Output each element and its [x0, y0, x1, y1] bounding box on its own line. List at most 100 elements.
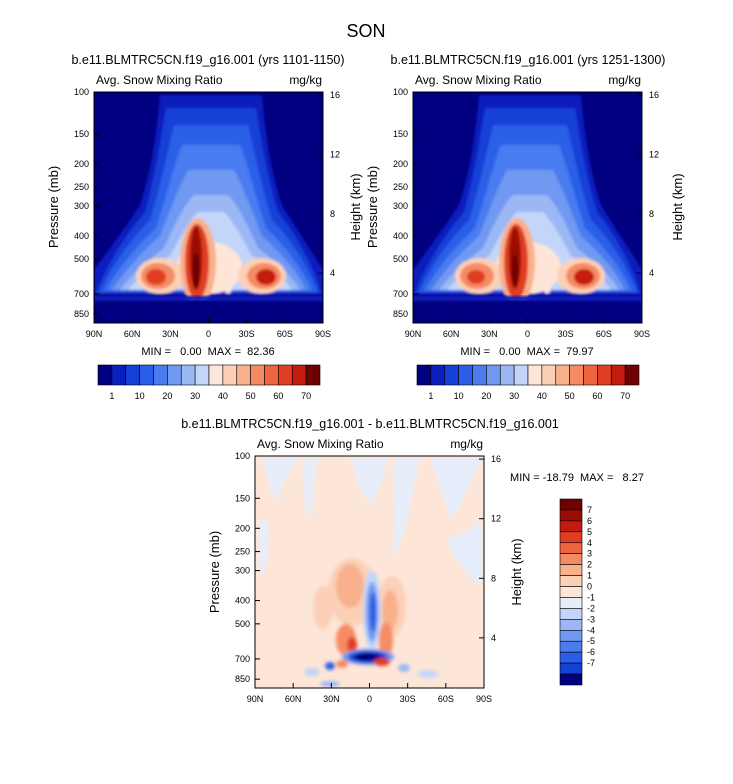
colorbar-swatch: [559, 608, 583, 620]
x-tick-label: 90S: [315, 329, 331, 339]
colorbar-swatch: [624, 364, 640, 386]
colorbar-swatch: [125, 364, 140, 386]
colorbar-swatch: [444, 364, 459, 386]
x-tick-label: 30N: [323, 694, 340, 704]
panel-diff-contour-band: [302, 458, 318, 520]
x-tick-label: 0: [367, 694, 372, 704]
colorbar-tick-label: 30: [190, 391, 200, 401]
colorbar-swatch: [559, 619, 583, 631]
panel-diff-contour-field: [255, 456, 484, 688]
y-tick-label: 500: [74, 254, 89, 264]
colorbar-swatch: [194, 364, 210, 386]
colorbar-tick-label: 70: [620, 391, 630, 401]
panel-diff-contour-band: [352, 458, 388, 505]
y-tick-label: 300: [235, 566, 250, 576]
colorbar-swatch: [222, 364, 238, 386]
panel-diff-contour-band: [325, 662, 335, 670]
panel-1-contour-field: [94, 92, 323, 323]
colorbar-swatch: [180, 364, 196, 386]
panel-2-colorbar: 1 10 20 30 40 50 60 70: [416, 364, 640, 401]
panel-2-title: b.e11.BLMTRC5CN.f19_g16.001 (yrs 1251-13…: [391, 53, 666, 67]
panel-1-ylabel: Pressure (mb): [46, 166, 61, 248]
colorbar-tick-label: 20: [481, 391, 491, 401]
y-tick-label: 700: [74, 289, 89, 299]
x-tick-label: 90S: [476, 694, 492, 704]
panel-diff-contour-band: [313, 586, 333, 630]
y-tick-label: 100: [393, 87, 408, 97]
y-tick-label: 100: [235, 451, 250, 461]
panel-2-variable-label: Avg. Snow Mixing Ratio: [415, 73, 542, 87]
y-tick-label: 150: [235, 493, 250, 503]
y-tick-label: 850: [74, 309, 89, 319]
colorbar-swatch: [610, 364, 626, 386]
colorbar-swatch: [430, 364, 446, 386]
panel-2-contour-band: [541, 254, 553, 294]
panel-1-stats: MIN = 0.00 MAX = 82.36: [141, 346, 274, 358]
colorbar-tick-label: -3: [587, 614, 595, 624]
y-tick-label: 700: [393, 289, 408, 299]
panel-1-lower-band: [94, 296, 323, 301]
y-tick-label: 850: [393, 309, 408, 319]
panel-diff-axes: 90N 60N 30N 0 30S 60S 90S 100 150 200 250 300 400 500…: [235, 451, 501, 704]
panel-diff-ylabel-right: Height (km): [509, 538, 524, 605]
colorbar-tick-label: 10: [135, 391, 145, 401]
y-tick-label: 250: [393, 182, 408, 192]
y-right-tick-label: 8: [491, 573, 496, 583]
colorbar-swatch: [569, 364, 584, 386]
x-tick-label: 0: [525, 329, 530, 339]
colorbar-swatch: [111, 364, 127, 386]
colorbar-swatch: [559, 586, 583, 598]
colorbar-tick-label: 5: [587, 527, 592, 537]
x-tick-label: 60S: [277, 329, 293, 339]
y-right-tick-label: 4: [491, 633, 496, 643]
colorbar-swatch: [97, 364, 113, 386]
colorbar-tick-label: 1: [587, 571, 592, 581]
colorbar-swatch: [559, 553, 583, 565]
panel-diff: b.e11.BLMTRC5CN.f19_g16.001 - b.e11.BLMT…: [181, 417, 644, 704]
colorbar-tick-label: 60: [273, 391, 283, 401]
y-right-tick-label: 16: [649, 90, 659, 100]
panel-1-ylabel-right: Height (km): [348, 173, 363, 240]
x-tick-label: 30N: [481, 329, 498, 339]
colorbar-tick-label: 40: [218, 391, 228, 401]
y-tick-label: 400: [235, 596, 250, 606]
colorbar-swatch: [559, 575, 583, 587]
panel-diff-contour-band: [374, 658, 390, 666]
colorbar-tick-label: 3: [587, 549, 592, 559]
panel-diff-units-label: mg/kg: [450, 437, 483, 451]
colorbar-tick-label: -6: [587, 647, 595, 657]
y-right-tick-label: 8: [330, 209, 335, 219]
colorbar-tick-label: 10: [454, 391, 464, 401]
panel-2-ylabel-right: Height (km): [670, 173, 685, 240]
panel-diff-contour-band: [392, 458, 420, 560]
colorbar-tick-label: -7: [587, 658, 595, 668]
panel-2-contour-field: [413, 92, 642, 323]
colorbar-swatch: [458, 364, 473, 386]
x-tick-label: 60S: [596, 329, 612, 339]
panel-1-title: b.e11.BLMTRC5CN.f19_g16.001 (yrs 1101-11…: [71, 53, 344, 67]
panel-diff-contour-band: [347, 637, 357, 653]
colorbar-tick-label: 4: [587, 538, 592, 548]
panel-1-contour-band: [256, 269, 276, 285]
colorbar-swatch: [167, 364, 182, 386]
panel-2-ylabel: Pressure (mb): [365, 166, 380, 248]
y-right-tick-label: 4: [649, 268, 654, 278]
y-tick-label: 200: [393, 159, 408, 169]
colorbar-tick-label: 6: [587, 516, 592, 526]
panel-1-contour-band: [192, 252, 200, 288]
panel-diff-contour-band: [320, 681, 340, 687]
panel-1-variable-label: Avg. Snow Mixing Ratio: [96, 73, 223, 87]
colorbar-tick-label: 50: [565, 391, 575, 401]
panel-diff-contour-band: [262, 458, 300, 500]
colorbar-swatch: [559, 509, 583, 522]
panel-diff-contour-band: [336, 564, 364, 608]
y-tick-label: 100: [74, 87, 89, 97]
panel-diff-contour-band: [418, 670, 438, 678]
panel-2-lower-band: [413, 300, 642, 323]
x-tick-label: 60N: [124, 329, 141, 339]
panel-diff-contour-band: [379, 622, 393, 658]
panel-diff-contour-band: [398, 664, 410, 672]
colorbar-swatch: [291, 364, 307, 386]
panel-diff-variable-label: Avg. Snow Mixing Ratio: [257, 437, 384, 451]
